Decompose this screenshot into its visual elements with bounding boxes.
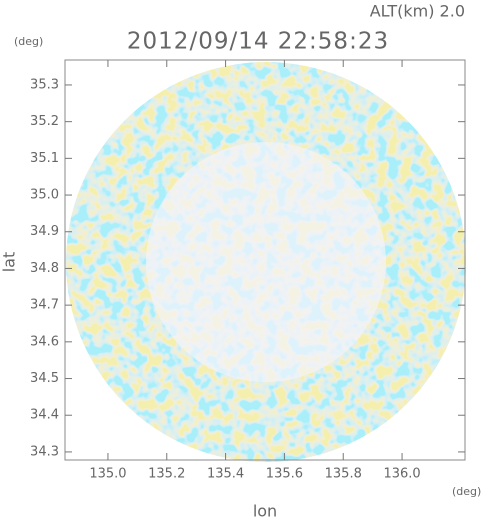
annotation: ALT(km) 2.0 <box>370 2 465 21</box>
y-axis-label: lat <box>0 252 19 273</box>
chart-title: 2012/09/14 22:58:23 <box>127 29 389 55</box>
y-tick-label: 34.3 <box>30 444 59 459</box>
x-tick-label: 136.0 <box>383 467 420 482</box>
y-tick-label: 34.9 <box>30 224 59 239</box>
x-tick-label: 135.6 <box>266 467 303 482</box>
y-tick-label: 34.8 <box>30 261 59 276</box>
x-axis-label: lon <box>253 502 277 521</box>
y-tick-label: 35.0 <box>30 188 59 203</box>
y-tick-label: 35.2 <box>30 114 59 129</box>
y-tick-label: 34.5 <box>30 371 59 386</box>
x-tick-label: 135.8 <box>325 467 362 482</box>
y-unit: (deg) <box>14 35 43 48</box>
y-tick-label: 34.7 <box>30 298 59 313</box>
x-unit: (deg) <box>452 485 481 498</box>
y-tick-label: 35.3 <box>30 77 59 92</box>
y-tick-label: 34.4 <box>30 408 59 423</box>
y-tick-label: 35.1 <box>30 151 59 166</box>
x-tick-label: 135.2 <box>148 467 185 482</box>
y-tick-label: 34.6 <box>30 334 59 349</box>
radar-field <box>66 62 466 462</box>
x-tick-label: 135.4 <box>207 467 244 482</box>
plot-frame <box>64 59 466 461</box>
x-tick-label: 135.0 <box>89 467 126 482</box>
